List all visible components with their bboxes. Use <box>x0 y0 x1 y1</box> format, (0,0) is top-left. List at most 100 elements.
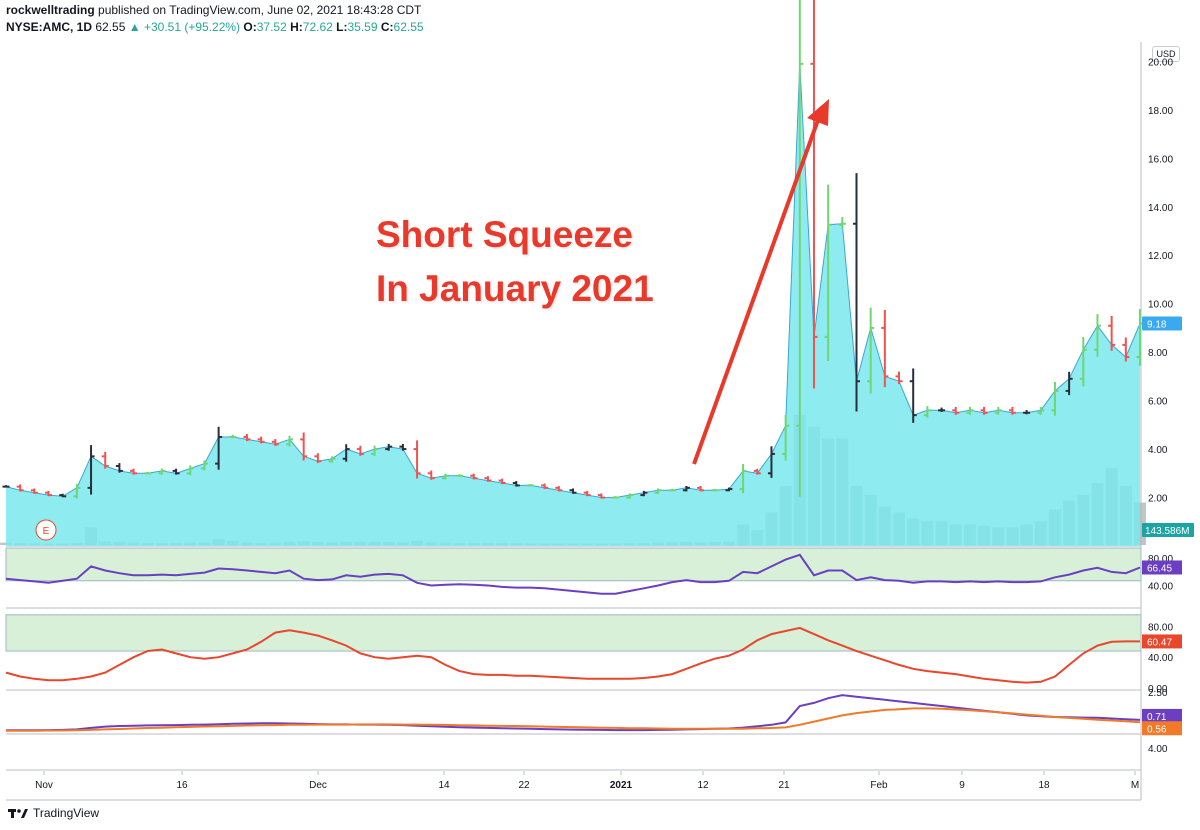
y-tick-label: 2.00 <box>1148 494 1168 505</box>
price-bar <box>697 486 705 492</box>
price-bar <box>257 436 265 444</box>
price-change: +30.51 (+95.22%) <box>143 20 241 34</box>
price-bar <box>881 309 889 388</box>
price-bar <box>1093 314 1101 357</box>
price-bar <box>612 496 620 499</box>
price-bar <box>2 485 10 488</box>
price-bar <box>909 368 917 423</box>
price-bar <box>484 476 492 482</box>
price-bar <box>583 490 591 497</box>
price-bar <box>895 371 903 385</box>
chart-header: rockwelltrading published on TradingView… <box>6 2 424 36</box>
currency-button[interactable]: USD <box>1152 46 1180 62</box>
price-bar <box>626 493 634 499</box>
ind1-line <box>5 553 1141 595</box>
price-bar <box>555 486 563 492</box>
price-bar <box>101 451 109 469</box>
price-bar <box>1051 382 1059 416</box>
annotation-arrow-shaft <box>692 119 820 465</box>
ind2-tag-label: 60.47 <box>1147 637 1172 648</box>
price-bar <box>512 481 520 487</box>
price-bar <box>470 473 478 480</box>
price-bar <box>441 473 449 480</box>
price-bar <box>980 406 988 415</box>
ind2-band <box>5 614 1142 652</box>
price-bar <box>966 406 974 415</box>
x-tick-label: 16 <box>176 780 188 791</box>
price-bar <box>144 471 152 475</box>
close-label: C: <box>380 20 394 34</box>
symbol-label[interactable]: NYSE:AMC, 1D <box>6 20 93 34</box>
price-bar <box>753 468 761 475</box>
price-bar <box>172 468 180 475</box>
price-bar <box>16 484 24 492</box>
low-label: L: <box>336 20 348 34</box>
price-bar <box>498 478 506 485</box>
tradingview-logo-icon <box>8 809 28 818</box>
price-bar <box>938 407 946 412</box>
annotation-line-2: In January 2021 <box>376 268 654 309</box>
y-tick-label: 4.00 <box>1148 445 1168 456</box>
ind3-tag-label-1: 0.71 <box>1147 712 1167 723</box>
price-bar <box>115 463 123 473</box>
y-tick-label: 8.00 <box>1148 348 1168 359</box>
price-bar <box>314 453 322 464</box>
price-bar <box>328 456 336 463</box>
price-bar <box>952 406 960 415</box>
price-bar <box>300 432 308 461</box>
up-triangle-icon: ▲ <box>128 20 141 34</box>
ind2-line <box>5 626 1140 684</box>
x-tick-label: 12 <box>697 780 709 791</box>
price-bar <box>654 488 662 494</box>
high-value: 72.62 <box>302 20 333 34</box>
high-label: H: <box>290 20 303 34</box>
price-tag <box>1142 316 1182 331</box>
last-price: 62.55 <box>95 20 126 34</box>
x-tick-label: Dec <box>309 780 327 791</box>
footer-brand-text: TradingView <box>33 806 100 820</box>
author-name[interactable]: rockwelltrading <box>6 3 95 17</box>
price-bar <box>725 487 733 492</box>
price-bar <box>853 173 860 412</box>
volume-bar <box>0 542 12 545</box>
ind2-tag <box>1142 634 1182 649</box>
price-bar <box>838 216 846 229</box>
price-bar <box>158 468 166 475</box>
ind1-tag-label: 66.45 <box>1147 563 1172 574</box>
ind3-tag-label-2: 0.56 <box>1147 724 1167 735</box>
price-bar <box>597 493 605 499</box>
price-bar <box>810 0 818 389</box>
price-tag-label: 9.18 <box>1147 320 1167 331</box>
price-bar <box>286 435 293 447</box>
price-bar <box>371 445 379 456</box>
price-bar <box>767 446 775 478</box>
ohlc-line: NYSE:AMC, 1D 62.55 ▲ +30.51 (+95.22%) O:… <box>6 19 424 36</box>
price-bar <box>1122 337 1130 362</box>
y-tick-label: 14.00 <box>1148 203 1173 214</box>
price-bar <box>243 434 251 442</box>
price-bar <box>45 490 53 497</box>
price-bar <box>668 488 676 492</box>
price-bar <box>1065 371 1073 396</box>
ind3-tag-1 <box>1142 708 1182 723</box>
price-bar <box>399 443 407 451</box>
x-tick-label: 18 <box>1038 780 1050 791</box>
ind3-line-1 <box>6 694 1141 732</box>
price-bar <box>342 444 350 462</box>
price-bar <box>30 488 38 494</box>
price-bar <box>200 460 208 471</box>
price-bar <box>1008 406 1016 415</box>
price-bar <box>526 483 534 487</box>
open-value: 37.52 <box>256 20 287 34</box>
y-tick-label: 6.00 <box>1148 397 1168 408</box>
ind1-tick: 40.00 <box>1148 582 1173 593</box>
ind3-line-2 <box>6 707 1141 732</box>
price-bar <box>427 470 435 480</box>
price-bar <box>73 484 81 499</box>
volume-tag-label: 143.586M <box>1145 526 1189 537</box>
price-bar <box>1023 410 1031 415</box>
price-bar <box>1079 337 1087 387</box>
price-area <box>6 63 1140 547</box>
footer-brand[interactable]: TradingView <box>8 806 99 820</box>
